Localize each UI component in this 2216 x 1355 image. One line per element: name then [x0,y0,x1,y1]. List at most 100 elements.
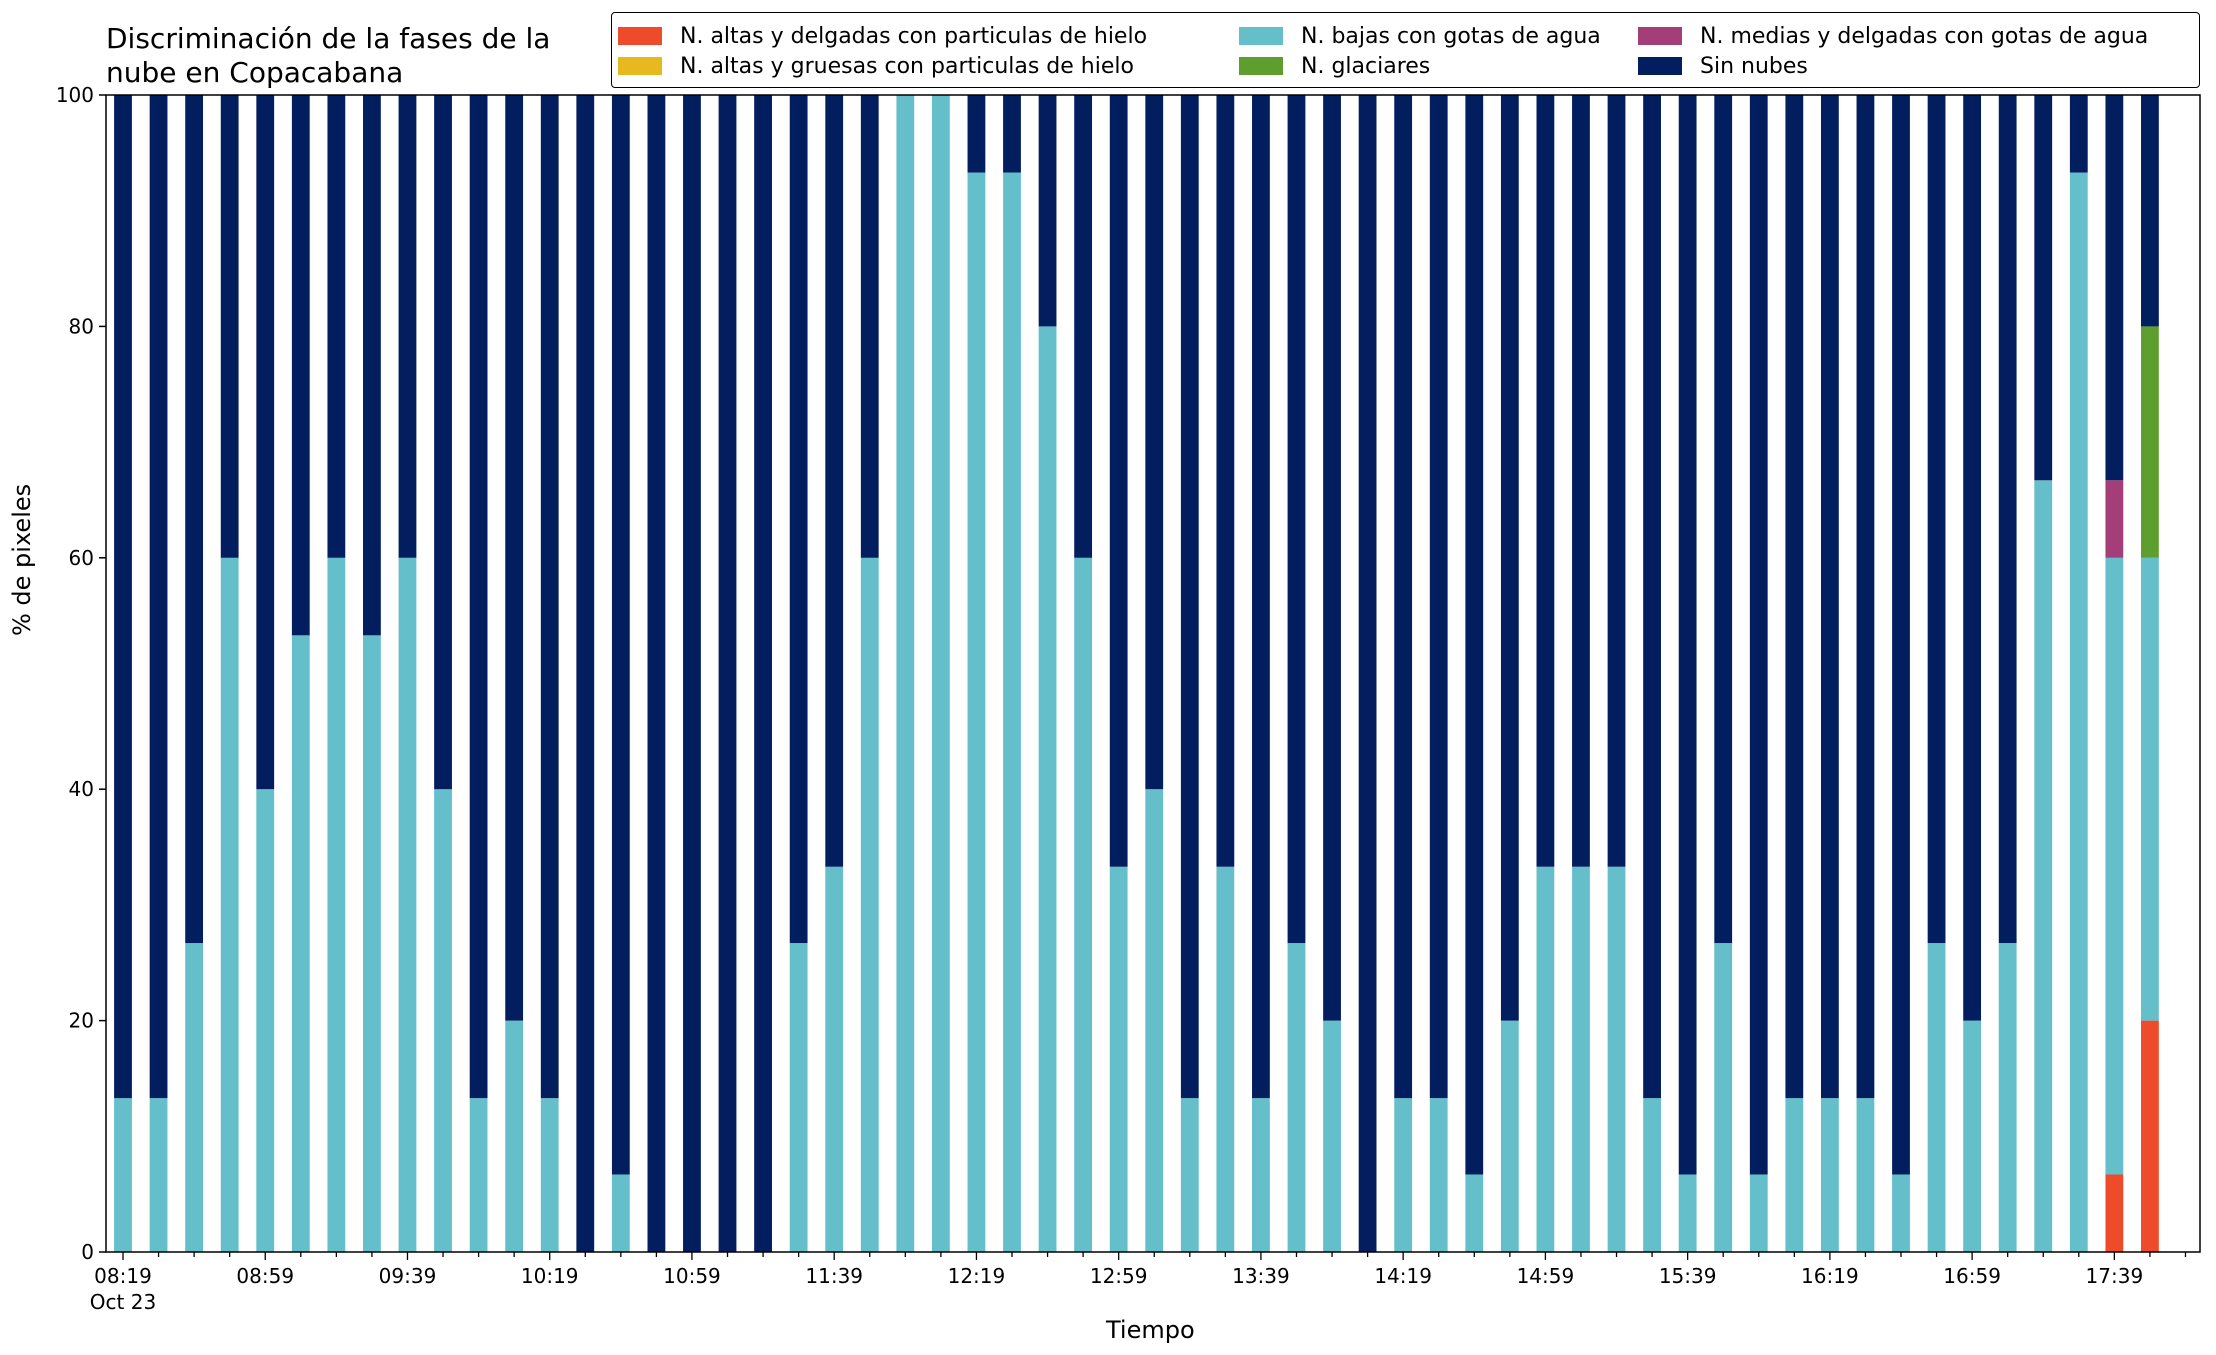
legend-item: N. altas y gruesas con particulas de hie… [618,51,1134,81]
bar-segment [1927,943,1946,1252]
legend-label: Sin nubes [1700,53,1808,79]
plot-frame [105,94,2201,1253]
bar-segment [967,95,986,173]
legend-swatch [1638,27,1682,45]
bar-segment [1038,95,1057,327]
bar-segment [1749,95,1768,1175]
bar-segment [611,95,630,1175]
legend-item: N. bajas con gotas de agua [1239,21,1601,51]
bar-segment [1856,1098,1875,1252]
bar-segment [220,95,239,558]
bar-segment [2069,95,2088,173]
bar-segment [540,1098,559,1252]
bar-segment [1180,95,1199,1099]
bar-segment [611,1174,630,1252]
bar-segment [1429,1098,1448,1252]
bar-segment [1145,95,1164,790]
y-tick-label: 80 [69,314,94,338]
bar-segment [1216,866,1235,1252]
bar-segment [469,1098,488,1252]
x-axis: 08:19 08:59 09:39 10:19 10:59 11:39 12:19 12:59… [90,1252,2187,1314]
x-tick-label: 08:19 [94,1264,152,1288]
bar-segment [1109,866,1128,1252]
bar-segment [931,95,950,1252]
x-tick-label: 10:59 [663,1264,721,1288]
bar-segment [1856,95,1875,1099]
bar-segment [256,789,275,1252]
bar-segment [1607,95,1626,867]
legend-swatch [1239,27,1283,45]
x-tick-label: 09:39 [379,1264,437,1288]
bar-segment [1820,95,1839,1099]
bar-segment [1038,326,1057,1252]
bar-segment [1963,95,1982,1021]
bars-group [114,95,2159,1252]
bar-segment [789,95,808,944]
legend-swatch [618,27,662,45]
bar-segment [2105,557,2124,1175]
bar-segment [1820,1098,1839,1252]
legend-item: N. glaciares [1239,51,1430,81]
legend-swatch [1638,57,1682,75]
bar-segment [434,95,452,790]
bar-segment [505,1020,524,1252]
x-tick-label: 11:39 [805,1264,863,1288]
bar-segment [1074,95,1093,558]
bar-segment [1252,95,1270,1099]
y-tick-label: 0 [81,1240,94,1264]
legend-swatch [1239,57,1283,75]
bar-segment [576,95,595,1252]
y-tick-label: 60 [69,546,94,570]
bar-segment [434,789,452,1252]
legend-item: Sin nubes [1638,51,1808,81]
bar-segment [825,866,844,1252]
y-axis: 0 20 40 60 80 100 [56,83,106,1264]
bar-segment [1678,1174,1697,1252]
bar-segment [1643,1098,1661,1252]
x-tick-label: 16:19 [1801,1264,1859,1288]
bar-segment [789,943,808,1252]
bar-segment [1287,943,1306,1252]
bar-segment [1252,1098,1270,1252]
bar-segment [1998,95,2017,944]
legend-label: N. medias y delgadas con gotas de agua [1700,23,2149,49]
bar-segment [1714,95,1733,944]
bar-segment [967,172,986,1252]
bar-segment [2034,95,2053,481]
bar-segment [1394,1098,1413,1252]
x-date-sublabel: Oct 23 [90,1290,156,1314]
bar-segment [1465,95,1484,1175]
x-tick-label: 12:59 [1090,1264,1148,1288]
x-axis-label: Tiempo [1106,1316,1195,1344]
bar-segment [149,95,168,1099]
bar-segment [398,95,417,558]
bar-segment [363,635,381,1252]
bar-segment [1394,95,1413,1099]
bar-segment [398,557,417,1252]
x-tick-label: 14:59 [1517,1264,1575,1288]
bar-segment [1287,95,1306,944]
legend-item: N. altas y delgadas con particulas de hi… [618,21,1147,51]
bar-segment [2141,95,2159,327]
bar-segment [1643,95,1661,1099]
x-tick-label: 17:39 [2086,1264,2144,1288]
bar-segment [1785,95,1804,1099]
bar-segment [327,557,346,1252]
x-tick-label: 14:19 [1374,1264,1432,1288]
bar-segment [825,95,844,867]
bar-segment [1607,866,1626,1252]
bar-segment [505,95,524,1021]
bar-segment [149,1098,168,1252]
bar-segment [1927,95,1946,944]
bar-segment [2105,95,2124,481]
bar-segment [291,95,310,636]
bar-segment [2034,480,2053,1252]
bar-segment [1003,95,1021,173]
bar-segment [2141,1020,2159,1252]
bar-segment [1572,95,1590,867]
bar-segment [860,557,879,1252]
bar-segment [860,95,879,558]
bar-segment [1003,172,1021,1252]
x-tick-label: 12:19 [948,1264,1006,1288]
